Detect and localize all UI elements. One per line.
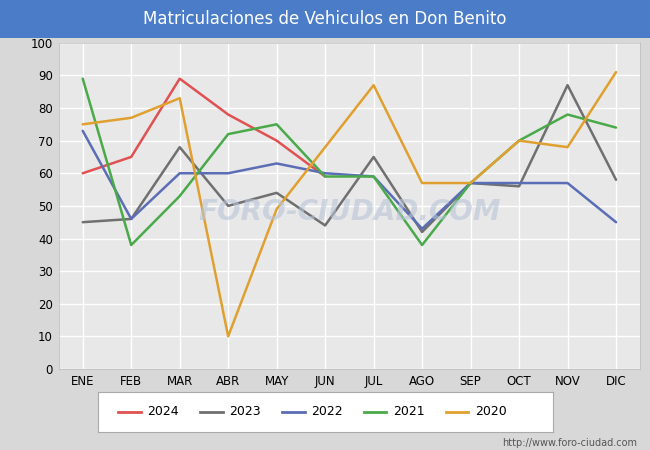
Text: FORO-CIUDAD.COM: FORO-CIUDAD.COM — [198, 198, 500, 226]
Text: 2024: 2024 — [148, 405, 179, 418]
Text: Matriculaciones de Vehiculos en Don Benito: Matriculaciones de Vehiculos en Don Beni… — [143, 10, 507, 28]
Text: http://www.foro-ciudad.com: http://www.foro-ciudad.com — [502, 438, 637, 448]
Text: 2023: 2023 — [229, 405, 261, 418]
Text: 2022: 2022 — [311, 405, 343, 418]
Text: 2021: 2021 — [393, 405, 425, 418]
Text: 2020: 2020 — [475, 405, 507, 418]
